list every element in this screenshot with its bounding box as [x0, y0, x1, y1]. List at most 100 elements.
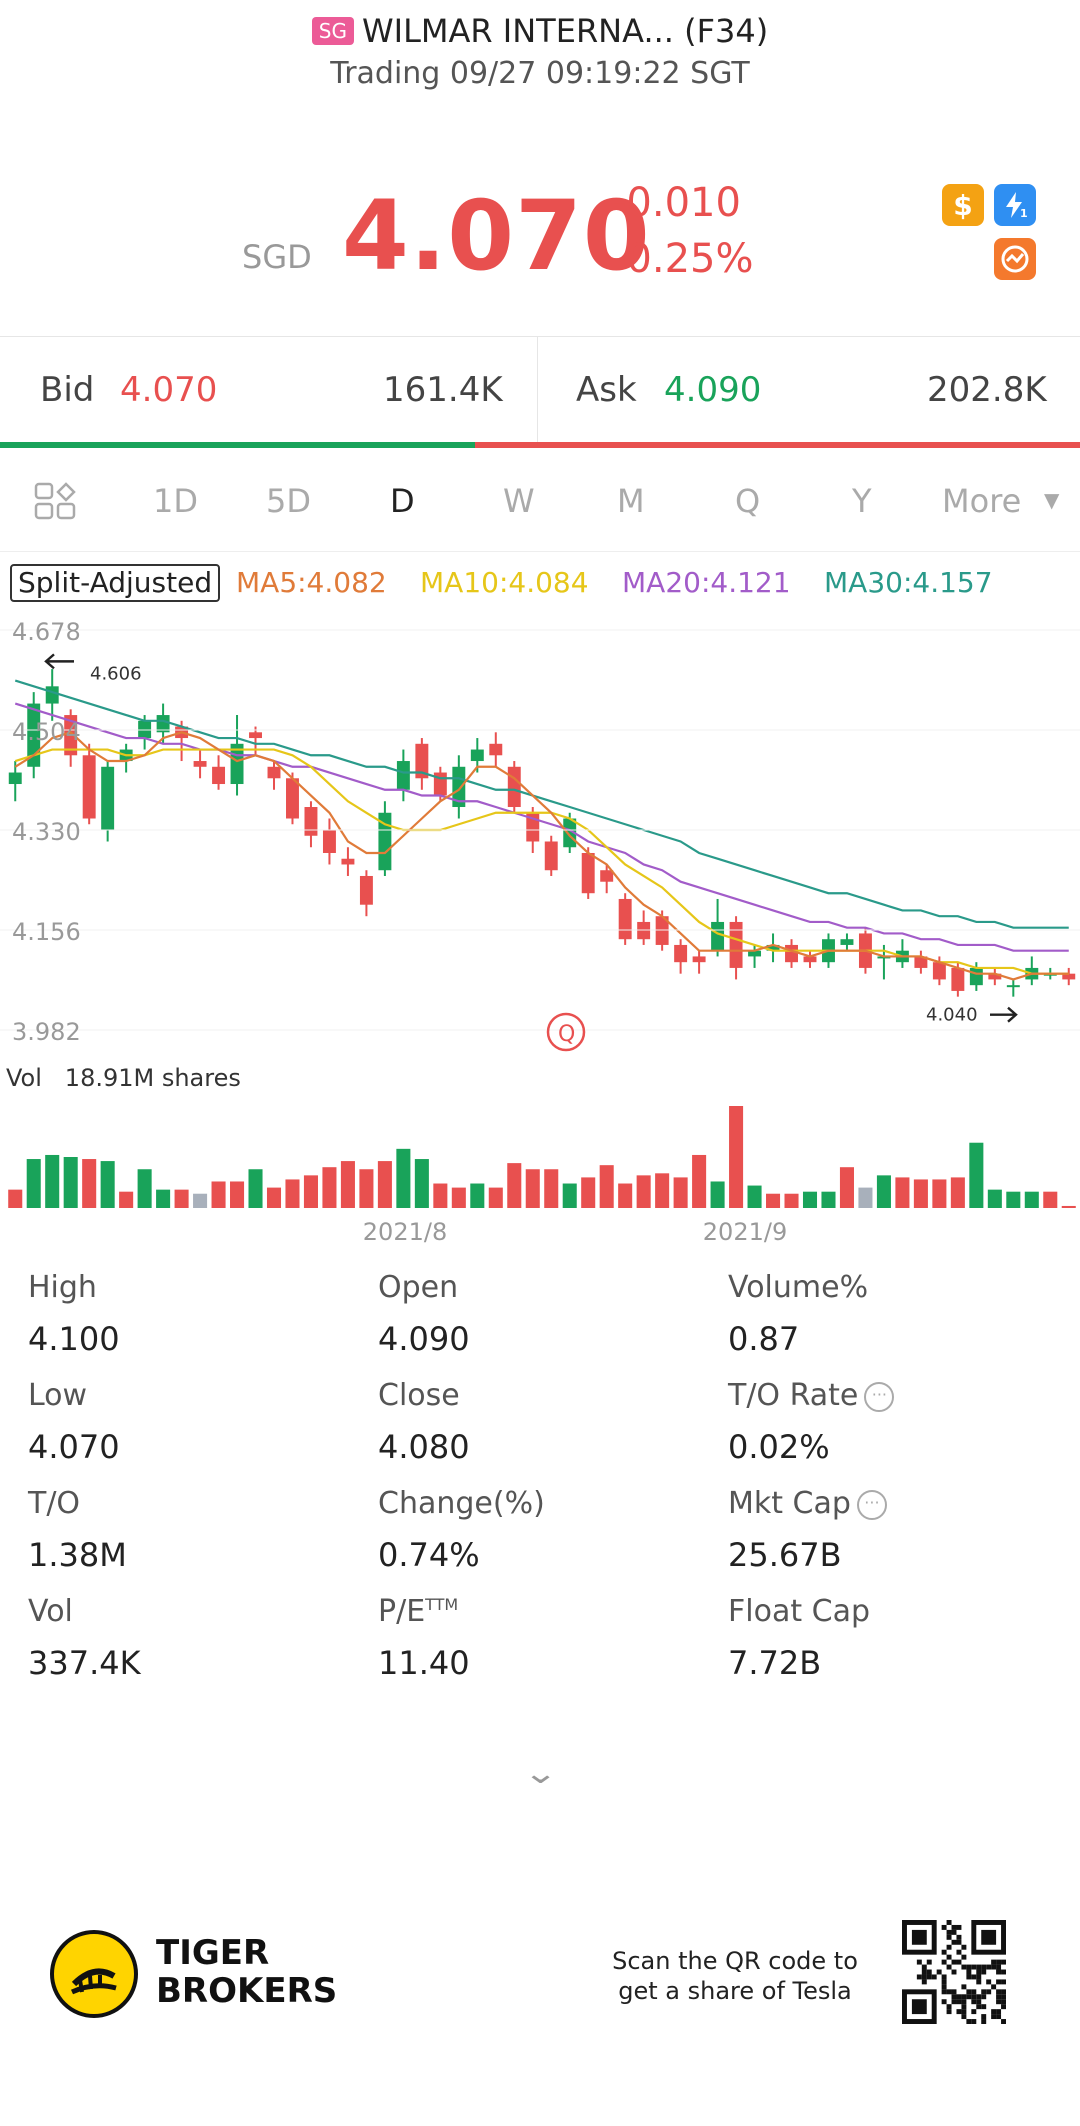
tab-y[interactable]: Y [852, 482, 872, 520]
y-tick-label: 4.678 [12, 618, 81, 646]
stat-value: 7.72B [728, 1644, 822, 1682]
candle-body [729, 921, 743, 968]
stat-label-text: Open [378, 1270, 459, 1305]
caret-down-icon[interactable]: ▼ [1044, 488, 1060, 512]
volume-bar [562, 1183, 577, 1208]
stat-label-text: Low [28, 1378, 88, 1413]
candle-body [267, 766, 281, 779]
bid-ask-panel[interactable]: Bid 4.070 161.4K Ask 4.090 202.8K [0, 336, 1080, 448]
candle-body [359, 875, 373, 905]
volume-bar [618, 1183, 633, 1208]
ma30-line [14, 679, 1069, 929]
tiger-brokers-logo [50, 1930, 138, 2018]
lightning-icon[interactable]: 1 [994, 184, 1036, 226]
volume-bar [377, 1161, 392, 1208]
stat-value: 1.38M [28, 1536, 127, 1574]
volume-bar [876, 1175, 891, 1208]
candle-body [322, 830, 336, 853]
stat-label-text: Change(%) [378, 1486, 545, 1521]
volume-bar [8, 1189, 23, 1208]
stat-label: Vol [28, 1594, 73, 1629]
tab-q[interactable]: Q [735, 482, 761, 520]
candle-body [840, 939, 854, 945]
volume-bar [1061, 1205, 1076, 1208]
volume-bar [581, 1177, 596, 1208]
volume-bar [710, 1181, 725, 1208]
volume-bar [969, 1142, 984, 1208]
tab-5d[interactable]: 5D [266, 482, 311, 520]
ma5-label: MA5:4.082 [236, 566, 387, 599]
volume-bar [599, 1165, 614, 1208]
candle-body [415, 743, 429, 779]
candle-body [932, 962, 946, 980]
chevron-down-icon[interactable]: ⌄ [522, 1756, 559, 1791]
volume-bar [858, 1187, 873, 1208]
volume-bar [1006, 1191, 1021, 1208]
volume-bar [913, 1179, 928, 1208]
volume-bar [359, 1169, 374, 1208]
candle-body [212, 766, 226, 785]
stat-value: 0.87 [728, 1320, 800, 1358]
stat-value: 0.02% [728, 1428, 830, 1466]
dollar-icon[interactable]: $ [942, 184, 984, 226]
volume-bar [1024, 1191, 1039, 1208]
price-change-percent: -0.25% [612, 236, 754, 282]
more-info-icon[interactable]: ··· [864, 1381, 895, 1412]
volume-bar [230, 1181, 245, 1208]
period-tabs: 1D 5D D W M Q Y More ▼ [0, 452, 1080, 552]
bid-ask-divider [537, 336, 538, 442]
volume-bar [544, 1169, 559, 1208]
candle-body [544, 841, 558, 871]
volume-bar [63, 1157, 78, 1208]
volume-bar [303, 1175, 318, 1208]
volume-bar [211, 1181, 226, 1208]
event-marker-icon[interactable] [546, 1012, 586, 1052]
arrow-left-icon [44, 653, 74, 670]
bid-label: Bid [40, 370, 95, 410]
candlestick-chart[interactable]: 2021/8 2021/9 4.678 4.504 4.330 4.156 3.982 4… [0, 610, 1080, 1270]
candle-body [304, 807, 318, 836]
ask-price: 4.090 [664, 370, 762, 410]
candle-body [64, 715, 78, 756]
y-tick-label: 4.156 [12, 918, 81, 946]
volume-bar [950, 1177, 965, 1208]
candle-body [470, 749, 484, 762]
tab-m[interactable]: M [617, 482, 645, 520]
stat-label-text: T/O Rate [728, 1378, 859, 1413]
volume-bar [119, 1191, 134, 1208]
trend-icon[interactable] [994, 238, 1036, 280]
more-info-icon[interactable]: ··· [856, 1489, 887, 1520]
ask-size: 202.8K [927, 370, 1047, 410]
stat-label: Open [378, 1270, 458, 1305]
quote-panel: SGD 4.070 -0.010 -0.25% $ 1 [0, 160, 1080, 310]
tab-w[interactable]: W [503, 482, 535, 520]
tab-d[interactable]: D [390, 482, 415, 520]
stat-label: Mkt Cap ··· [728, 1486, 887, 1521]
split-adjusted-toggle[interactable]: Split-Adjusted [10, 564, 221, 602]
ma20-label: MA20:4.121 [622, 566, 791, 599]
ma30-label: MA30:4.157 [824, 566, 993, 599]
divider [0, 336, 1080, 337]
tab-more[interactable]: More [942, 482, 1022, 520]
stat-label-text: Mkt Cap [728, 1486, 851, 1521]
brand-line-1: TIGER [156, 1933, 270, 1973]
stat-label: Volume% [728, 1270, 868, 1305]
bid-size: 161.4K [383, 370, 503, 410]
candle-body [8, 772, 22, 785]
candle-body [249, 732, 262, 739]
stock-name[interactable]: WILMAR INTERNA... (F34) [361, 12, 769, 50]
volume-bar [100, 1161, 115, 1208]
candle-body [766, 944, 780, 951]
market-badge: SG [311, 17, 354, 45]
volume-bar [340, 1161, 355, 1208]
svg-text:1: 1 [1020, 207, 1028, 220]
candle-body [951, 967, 965, 991]
currency-label: SGD [242, 238, 312, 276]
ask-label: Ask [576, 370, 637, 410]
candle-body [452, 766, 466, 808]
tab-1d[interactable]: 1D [153, 482, 198, 520]
bid-volume-bar [0, 442, 476, 448]
stat-value: 4.070 [28, 1428, 120, 1466]
volume-bar [784, 1193, 799, 1208]
chart-layout-icon[interactable] [34, 482, 78, 522]
